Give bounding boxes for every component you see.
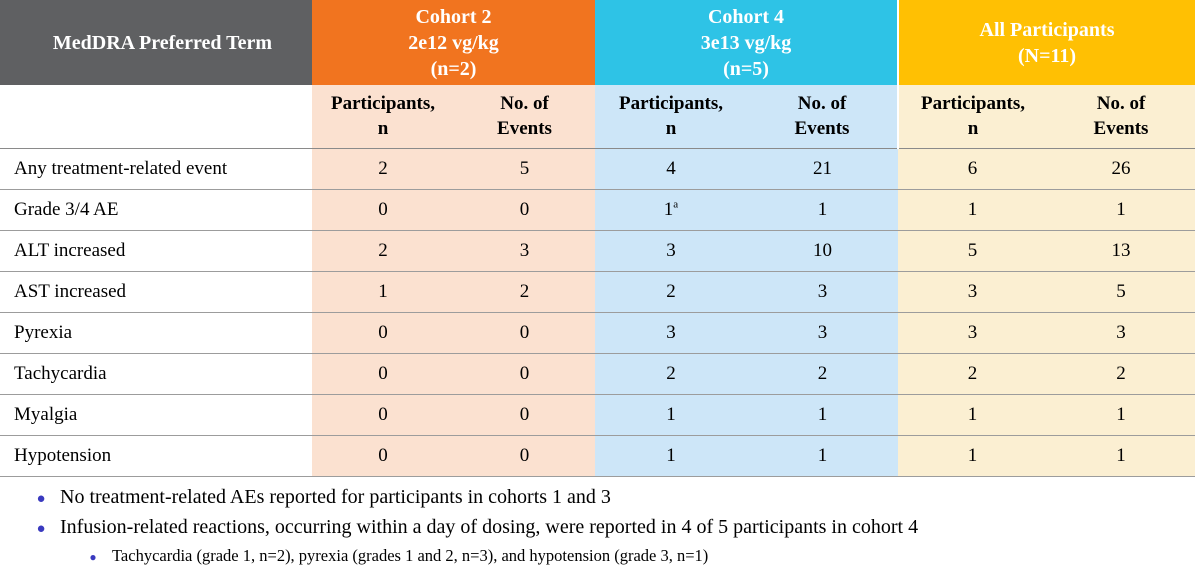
subheader-row: Participants, n No. of Events Participan… (0, 85, 1195, 148)
value-cell: 2 (312, 148, 454, 189)
value-cell: 1 (747, 189, 898, 230)
value-cell: 13 (1047, 230, 1195, 271)
footnote-sub-item: ● Tachycardia (grade 1, n=2), pyrexia (g… (0, 546, 1195, 566)
preferred-term: Pyrexia (0, 312, 312, 353)
cohort2-participants-subheader: Participants, n (312, 85, 454, 148)
table-row: Grade 3/4 AE 0 0 1a 1 1 1 (0, 189, 1195, 230)
value-cell: 1 (595, 435, 747, 476)
value-cell: 4 (595, 148, 747, 189)
value-cell: 1 (898, 435, 1047, 476)
value-cell: 5 (454, 148, 595, 189)
cohort2-events-subheader: No. of Events (454, 85, 595, 148)
adverse-events-table: MedDRA Preferred Term Cohort 2 2e12 vg/k… (0, 0, 1195, 477)
table-row: AST increased 1 2 2 3 3 5 (0, 271, 1195, 312)
value-cell: 3 (747, 271, 898, 312)
value-cell: 0 (454, 312, 595, 353)
preferred-term: Tachycardia (0, 353, 312, 394)
bullet-icon: ● (89, 549, 97, 564)
value-cell: 0 (312, 312, 454, 353)
value-cell: 2 (595, 353, 747, 394)
value-cell: 1 (747, 394, 898, 435)
footnote-item: ● No treatment-related AEs reported for … (0, 486, 1195, 509)
value-cell: 3 (595, 312, 747, 353)
table-row: Tachycardia 0 0 2 2 2 2 (0, 353, 1195, 394)
value-cell: 5 (1047, 271, 1195, 312)
value-cell: 2 (454, 271, 595, 312)
value-cell: 2 (747, 353, 898, 394)
value-cell: 3 (1047, 312, 1195, 353)
value-cell: 2 (898, 353, 1047, 394)
value-cell: 1 (898, 189, 1047, 230)
table-row: Myalgia 0 0 1 1 1 1 (0, 394, 1195, 435)
value-cell: 1 (1047, 435, 1195, 476)
value-cell: 21 (747, 148, 898, 189)
table-row: Any treatment-related event 2 5 4 21 6 26 (0, 148, 1195, 189)
all-participants-header: All Participants (N=11) (897, 0, 1195, 85)
value-cell: 10 (747, 230, 898, 271)
all-participants-subheader: Participants, n (897, 85, 1047, 148)
preferred-term: AST increased (0, 271, 312, 312)
cohort2-header: Cohort 2 2e12 vg/kg (n=2) (312, 0, 595, 85)
value-cell: 2 (312, 230, 454, 271)
value-cell: 2 (595, 271, 747, 312)
value-cell: 1 (1047, 394, 1195, 435)
table-body: Any treatment-related event 2 5 4 21 6 26 Grade… (0, 148, 1195, 476)
value-cell: 3 (454, 230, 595, 271)
footnote-text: Infusion-related reactions, occurring wi… (60, 515, 919, 538)
preferred-term: ALT increased (0, 230, 312, 271)
value-cell: 6 (898, 148, 1047, 189)
value-cell: 1 (898, 394, 1047, 435)
value-cell: 3 (595, 230, 747, 271)
value-cell: 1a (595, 189, 747, 230)
value-cell: 0 (312, 189, 454, 230)
footnote-item: ● Infusion-related reactions, occurring … (0, 516, 1195, 539)
footnote-sub-text: Tachycardia (grade 1, n=2), pyrexia (gra… (112, 545, 709, 565)
value-cell: 2 (1047, 353, 1195, 394)
preferred-term: Hypotension (0, 435, 312, 476)
term-column-header: MedDRA Preferred Term (0, 0, 312, 85)
value-cell: 0 (454, 189, 595, 230)
footnote-text: No treatment-related AEs reported for pa… (60, 485, 611, 508)
value-cell: 1 (1047, 189, 1195, 230)
subheader-blank-cell (0, 85, 312, 148)
preferred-term: Grade 3/4 AE (0, 189, 312, 230)
value-cell: 26 (1047, 148, 1195, 189)
table-row: Hypotension 0 0 1 1 1 1 (0, 435, 1195, 476)
bullet-icon: ● (36, 520, 46, 537)
table-row: ALT increased 2 3 3 10 5 13 (0, 230, 1195, 271)
all-events-subheader: No. of Events (1047, 85, 1195, 148)
bullet-icon: ● (36, 490, 46, 507)
cohort4-events-subheader: No. of Events (747, 85, 898, 148)
value-cell: 1 (312, 271, 454, 312)
cohort4-header: Cohort 4 3e13 vg/kg (n=5) (595, 0, 898, 85)
preferred-term: Myalgia (0, 394, 312, 435)
preferred-term: Any treatment-related event (0, 148, 312, 189)
value-cell: 3 (898, 271, 1047, 312)
value-cell: 0 (312, 353, 454, 394)
value-cell: 3 (898, 312, 1047, 353)
value-cell: 0 (312, 435, 454, 476)
value-cell: 0 (312, 394, 454, 435)
table-row: Pyrexia 0 0 3 3 3 3 (0, 312, 1195, 353)
value-cell: 5 (898, 230, 1047, 271)
value-cell: 1 (747, 435, 898, 476)
footnote-marker: a (673, 198, 679, 211)
value-cell: 1 (595, 394, 747, 435)
cohort4-participants-subheader: Participants, n (595, 85, 747, 148)
footnotes: ● No treatment-related AEs reported for … (0, 477, 1195, 566)
value-cell: 0 (454, 435, 595, 476)
group-header-row: MedDRA Preferred Term Cohort 2 2e12 vg/k… (0, 0, 1195, 85)
value-cell: 3 (747, 312, 898, 353)
value-cell: 0 (454, 353, 595, 394)
value-cell: 0 (454, 394, 595, 435)
